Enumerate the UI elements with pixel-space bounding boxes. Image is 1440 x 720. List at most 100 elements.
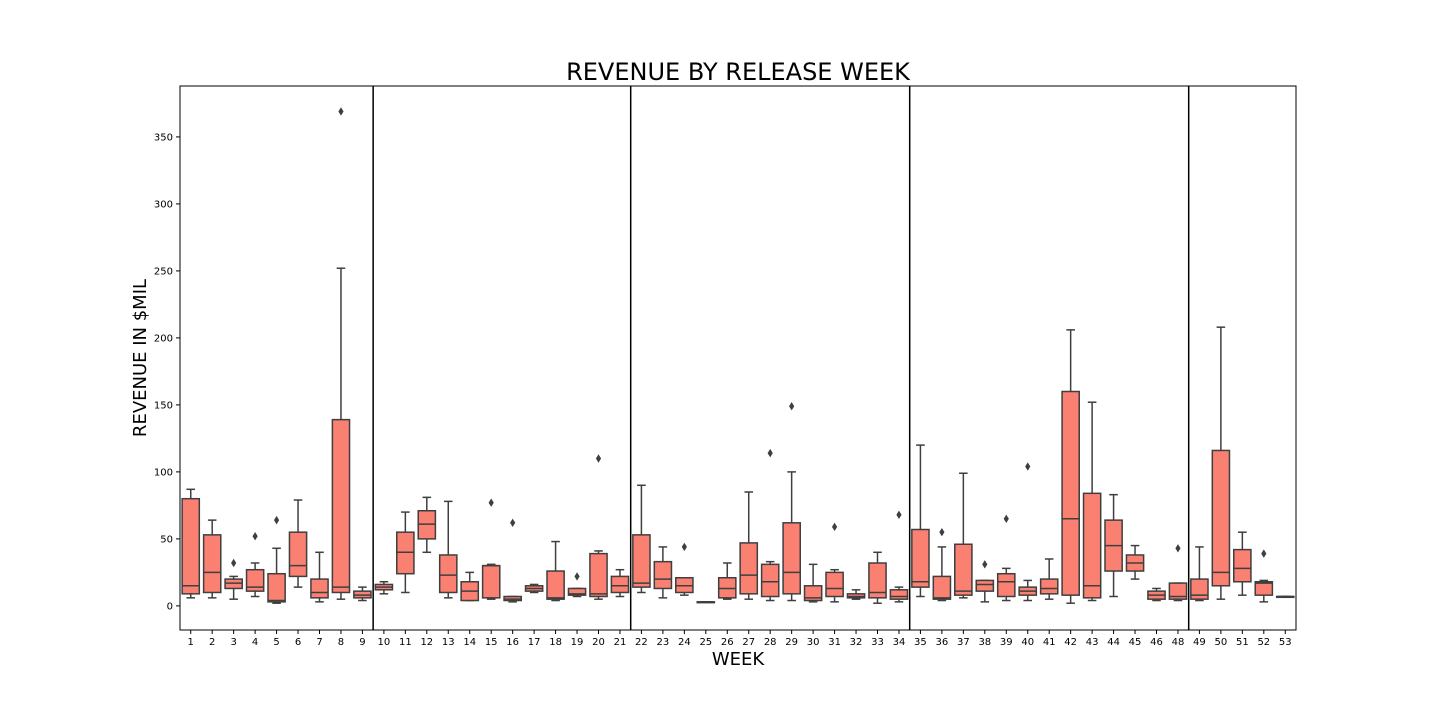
box-week-49 (1190, 546, 1209, 602)
box-iqr (181, 497, 201, 595)
box-week-19 (567, 572, 587, 598)
x-tick-label: 28 (764, 637, 777, 648)
box-week-43 (1082, 401, 1102, 602)
x-tick-label: 35 (914, 637, 927, 648)
box-week-33 (868, 551, 887, 604)
box-week-44 (1104, 493, 1123, 598)
x-tick-label: 51 (1236, 637, 1249, 648)
y-axis-title: REVENUE IN $MIL (130, 279, 151, 437)
x-tick-label: 53 (1279, 637, 1292, 648)
box-iqr (1082, 492, 1102, 599)
y-tick-label: 200 (154, 333, 173, 344)
box-iqr (331, 418, 351, 594)
y-tick-label: 0 (167, 601, 173, 612)
x-tick-label: 36 (936, 637, 949, 648)
x-tick-label: 41 (1043, 637, 1056, 648)
x-tick-label: 29 (785, 637, 798, 648)
box-iqr (889, 589, 909, 600)
box-iqr (481, 564, 501, 599)
box-week-27 (739, 491, 759, 600)
x-tick-label: 4 (252, 637, 258, 648)
box-week-14 (460, 571, 480, 602)
outlier-marker (681, 542, 687, 552)
outlier-marker (595, 454, 602, 463)
box-week-45 (1125, 544, 1145, 580)
x-tick-label: 21 (614, 637, 627, 648)
box-iqr (868, 562, 887, 599)
box-iqr (1061, 390, 1080, 596)
box-week-18 (546, 540, 565, 602)
x-tick-label: 44 (1107, 637, 1120, 648)
box-week-1 (181, 488, 201, 599)
y-tick-label: 300 (154, 199, 173, 210)
box-iqr (1168, 582, 1188, 600)
x-tick-label: 46 (1150, 637, 1163, 648)
x-tick-label: 14 (463, 637, 476, 648)
x-tick-label: 20 (592, 637, 605, 648)
x-tick-label: 22 (635, 637, 648, 648)
box-week-6 (288, 499, 308, 588)
outlier-marker (273, 515, 280, 525)
box-week-5 (267, 515, 286, 604)
x-tick-label: 52 (1257, 637, 1270, 648)
x-axis-title: WEEK (712, 649, 766, 670)
outlier-marker (574, 572, 580, 581)
box-week-25 (696, 601, 716, 604)
box-iqr (632, 534, 651, 588)
box-week-23 (653, 546, 673, 599)
x-tick-label: 32 (850, 637, 863, 648)
outlier-marker (767, 448, 773, 458)
box-week-16 (503, 518, 522, 603)
box-week-53 (1275, 595, 1295, 599)
x-tick-label: 34 (893, 637, 906, 648)
x-tick-label: 27 (742, 637, 755, 648)
box-iqr (760, 563, 780, 598)
x-tick-label: 17 (528, 637, 541, 648)
box-week-31 (825, 522, 844, 603)
y-tick-label: 100 (154, 467, 173, 478)
box-iqr (1233, 548, 1252, 583)
box-iqr (610, 575, 630, 594)
box-week-50 (1211, 326, 1231, 600)
box-iqr (911, 528, 930, 588)
plot-area: 1 2 3 4 5 6 7 8 9 10 11 12 13 14 15 16 17 18 19 20 21 22 23 24 2… (154, 85, 1297, 648)
box-iqr (1254, 581, 1274, 596)
x-tick-label: 31 (828, 637, 841, 648)
box-iqr (288, 531, 308, 578)
x-tick-label: 8 (338, 637, 344, 648)
box-iqr (653, 560, 673, 590)
x-tick-label: 49 (1193, 637, 1206, 648)
outlier-marker (1003, 514, 1009, 523)
outlier-marker (510, 518, 516, 528)
box-week-21 (610, 568, 630, 598)
x-tick-label: 25 (699, 637, 712, 648)
outlier-marker (1175, 544, 1181, 553)
y-tick-label: 350 (154, 132, 173, 143)
x-tick-label: 9 (359, 637, 365, 648)
x-tick-label: 38 (978, 637, 991, 648)
box-iqr (310, 578, 329, 599)
box-week-48 (1168, 544, 1188, 602)
box-iqr (1211, 449, 1231, 587)
outlier-marker (896, 510, 902, 519)
box-week-42 (1061, 329, 1080, 604)
x-tick-label: 50 (1215, 637, 1228, 648)
box-week-7 (310, 551, 329, 603)
box-iqr (739, 542, 759, 595)
box-iqr (589, 552, 608, 598)
x-tick-label: 40 (1021, 637, 1034, 648)
box-week-3 (224, 558, 243, 600)
box-week-4 (245, 532, 265, 598)
box-week-30 (803, 563, 823, 603)
x-tick-label: 15 (485, 637, 498, 648)
box-iqr (954, 543, 973, 596)
x-tick-label: 39 (1000, 637, 1013, 648)
x-tick-label: 10 (378, 637, 391, 648)
box-week-24 (675, 542, 694, 596)
x-tick-label: 1 (188, 637, 194, 648)
y-tick-label: 250 (154, 266, 173, 277)
box-week-37 (954, 472, 973, 599)
box-iqr (267, 572, 286, 603)
box-week-12 (417, 496, 437, 554)
